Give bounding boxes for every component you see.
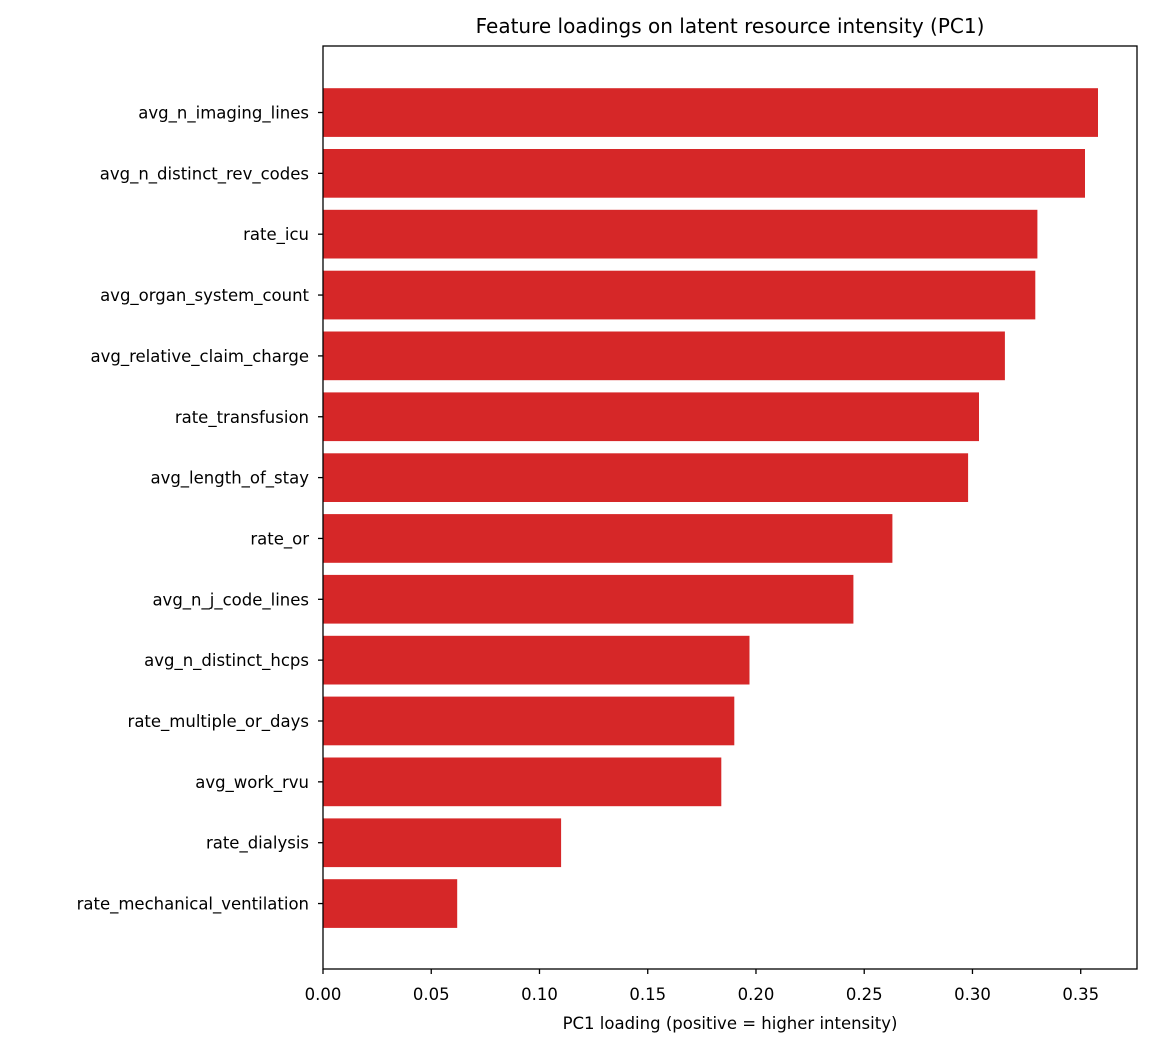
bar — [323, 757, 722, 807]
y-tick-label: rate_dialysis — [206, 834, 309, 854]
bar — [323, 453, 969, 502]
bar — [323, 88, 1098, 137]
y-tick-label: avg_length_of_stay — [150, 469, 309, 489]
x-tick-label: 0.25 — [846, 985, 883, 1004]
bar — [323, 696, 735, 746]
bar — [323, 818, 562, 868]
y-tick-label: rate_mechanical_ventilation — [77, 895, 309, 915]
bar — [323, 331, 1005, 381]
bar — [323, 149, 1085, 198]
y-tick-label: rate_transfusion — [175, 408, 309, 428]
y-tick-label: rate_or — [250, 529, 309, 549]
y-tick-label: avg_relative_claim_charge — [90, 347, 309, 367]
bar — [323, 270, 1036, 320]
y-tick-label: avg_work_rvu — [195, 773, 309, 793]
x-axis-label: PC1 loading (positive = higher intensity… — [563, 1014, 898, 1033]
bar — [323, 209, 1038, 259]
x-tick-label: 0.35 — [1062, 985, 1099, 1004]
x-tick-label: 0.05 — [413, 985, 450, 1004]
bar — [323, 514, 893, 563]
y-tick-label: avg_n_imaging_lines — [138, 104, 309, 124]
bar — [323, 635, 750, 685]
y-tick-label: rate_multiple_or_days — [128, 712, 309, 732]
y-tick-label: rate_icu — [243, 225, 309, 245]
bar — [323, 392, 979, 442]
x-tick-label: 0.20 — [738, 985, 775, 1004]
x-tick-label: 0.15 — [629, 985, 666, 1004]
x-axis: 0.00 0.05 0.10 0.15 0.20 0.25 0.30 0.35 — [305, 969, 1099, 1004]
x-tick-label: 0.10 — [521, 985, 558, 1004]
bar — [323, 879, 458, 928]
y-tick-label: avg_organ_system_count — [100, 286, 309, 306]
y-tick-label: avg_n_j_code_lines — [152, 590, 309, 610]
y-axis: avg_n_imaging_lines avg_n_distinct_rev_co… — [77, 104, 323, 915]
plot-frame — [322, 45, 1138, 970]
x-tick-label: 0.00 — [305, 985, 342, 1004]
y-tick-label: avg_n_distinct_hcps — [144, 651, 309, 671]
y-tick-label: avg_n_distinct_rev_codes — [100, 164, 309, 184]
x-tick-label: 0.30 — [954, 985, 991, 1004]
bar — [323, 574, 854, 624]
bars-group — [323, 88, 1098, 928]
chart-title: Feature loadings on latent resource inte… — [476, 14, 985, 38]
